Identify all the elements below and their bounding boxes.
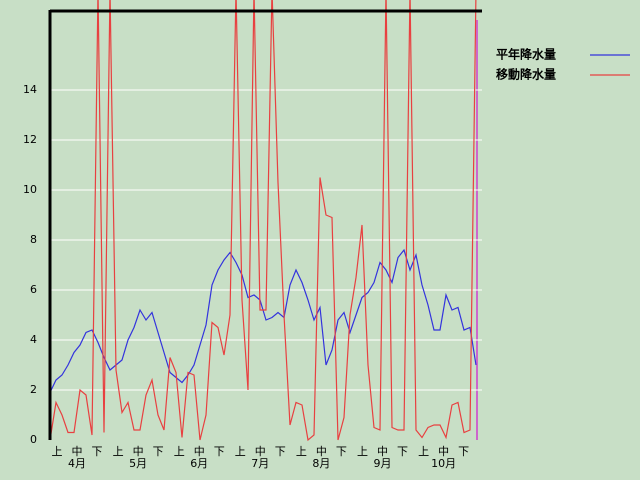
y-tick-label: 14 xyxy=(23,83,37,96)
x-tick-label: 中 xyxy=(72,445,83,458)
x-tick-label: 上 xyxy=(418,445,429,458)
x-tick-label: 中 xyxy=(255,445,266,458)
x-tick-label: 上 xyxy=(357,445,368,458)
y-tick-label: 2 xyxy=(30,383,37,396)
x-tick-label: 上 xyxy=(52,445,63,458)
x-tick-label: 中 xyxy=(377,445,388,458)
y-tick-label: 10 xyxy=(23,183,37,196)
x-tick-label: 下 xyxy=(275,445,286,458)
month-label: 5月 xyxy=(129,457,147,470)
y-tick-label: 8 xyxy=(30,233,37,246)
y-tick-label: 12 xyxy=(23,133,37,146)
legend-label: 平年降水量 xyxy=(496,47,556,62)
x-tick-label: 中 xyxy=(194,445,205,458)
x-tick-label: 下 xyxy=(397,445,408,458)
y-tick-label: 6 xyxy=(30,283,37,296)
legend-label: 移動降水量 xyxy=(496,67,556,82)
x-tick-label: 下 xyxy=(458,445,469,458)
month-label: 10月 xyxy=(431,457,456,470)
x-tick-label: 上 xyxy=(235,445,246,458)
x-tick-label: 上 xyxy=(296,445,307,458)
month-label: 4月 xyxy=(68,457,86,470)
x-tick-label: 下 xyxy=(153,445,164,458)
y-tick-label: 0 xyxy=(30,433,37,446)
x-tick-label: 中 xyxy=(438,445,449,458)
month-label: 6月 xyxy=(190,457,208,470)
x-tick-label: 中 xyxy=(316,445,327,458)
x-tick-label: 上 xyxy=(174,445,185,458)
x-tick-label: 下 xyxy=(92,445,103,458)
month-label: 8月 xyxy=(312,457,330,470)
month-label: 9月 xyxy=(374,457,392,470)
month-label: 7月 xyxy=(251,457,269,470)
x-tick-label: 下 xyxy=(336,445,347,458)
x-tick-label: 上 xyxy=(113,445,124,458)
x-tick-label: 下 xyxy=(214,445,225,458)
y-tick-label: 4 xyxy=(30,333,37,346)
series-line xyxy=(49,0,477,442)
x-tick-label: 中 xyxy=(133,445,144,458)
